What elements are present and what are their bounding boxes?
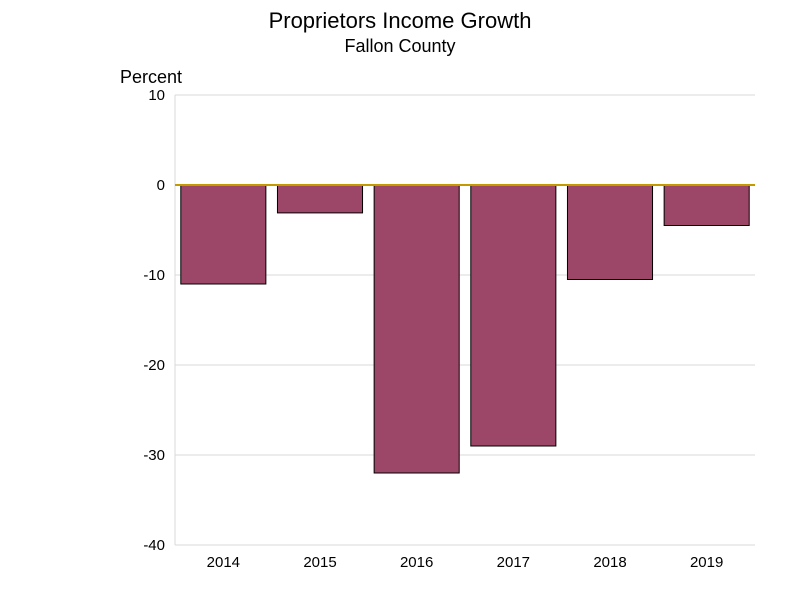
bar [374, 185, 459, 473]
bar [471, 185, 556, 446]
x-tick-label: 2015 [303, 554, 336, 571]
x-tick-label: 2016 [400, 554, 433, 571]
x-tick-label: 2014 [207, 554, 240, 571]
x-tick-label: 2019 [690, 554, 723, 571]
x-tick-label: 2018 [593, 554, 626, 571]
chart-svg: -40 -30 -20 -10 0 10 2014 2015 2016 2017 2018 2019 [0, 0, 800, 600]
y-tick-label: -10 [143, 267, 165, 284]
bar [181, 185, 266, 284]
y-tick-label: -30 [143, 447, 165, 464]
chart-container: Proprietors Income Growth Fallon County … [0, 0, 800, 600]
y-tick-label: 0 [157, 177, 165, 194]
bar [277, 185, 362, 213]
y-tick-label: -20 [143, 357, 165, 374]
x-tick-label: 2017 [497, 554, 530, 571]
bar [664, 185, 749, 226]
y-tick-label: -40 [143, 537, 165, 554]
y-tick-label: 10 [148, 87, 165, 104]
bar [567, 185, 652, 280]
